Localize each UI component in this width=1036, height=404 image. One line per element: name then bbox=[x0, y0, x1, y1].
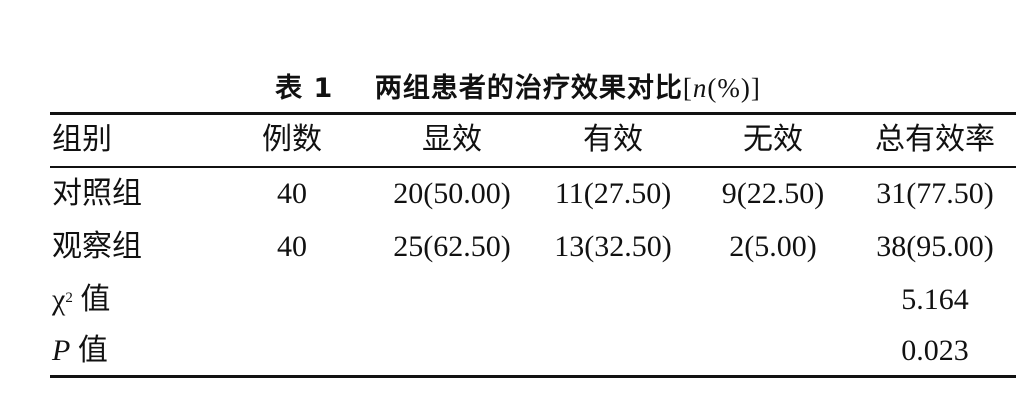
row-control-ineffective: 9(22.50) bbox=[721, 177, 825, 210]
row-control-effective: 11(27.50) bbox=[554, 177, 672, 210]
header-ineffective: 无效 bbox=[743, 123, 803, 156]
chi-text: 值 bbox=[80, 283, 111, 316]
row-control-group: 对照组 bbox=[52, 177, 142, 210]
row-observe-group: 观察组 bbox=[52, 230, 142, 263]
chi-symbol: χ bbox=[52, 283, 66, 316]
p-symbol: P bbox=[52, 334, 71, 367]
row-observe-ineffective: 2(5.00) bbox=[729, 230, 817, 263]
bottom-rule bbox=[50, 375, 1016, 378]
header-count: 例数 bbox=[262, 123, 322, 156]
chi-sup: 2 bbox=[65, 290, 73, 306]
header-effective: 有效 bbox=[583, 123, 643, 156]
p-value: 0.023 bbox=[901, 334, 969, 367]
header-group: 组别 bbox=[52, 123, 112, 156]
unit-rest: (%)] bbox=[707, 73, 761, 103]
row-observe-marked: 25(62.50) bbox=[393, 230, 511, 263]
chi-square-value: 5.164 bbox=[901, 283, 969, 316]
row-control-marked: 20(50.00) bbox=[393, 177, 511, 210]
unit-var: n bbox=[692, 73, 708, 103]
row-control-count: 40 bbox=[277, 177, 307, 210]
table-number: 表 1 bbox=[275, 73, 334, 104]
header-marked: 显效 bbox=[422, 123, 482, 156]
header-rule bbox=[50, 166, 1016, 168]
p-label: P 值 bbox=[52, 333, 108, 369]
header-total-rate: 总有效率 bbox=[875, 123, 995, 156]
top-rule bbox=[50, 112, 1016, 115]
table-caption: 两组患者的治疗效果对比 bbox=[374, 73, 683, 104]
row-observe-effective: 13(32.50) bbox=[554, 230, 672, 263]
unit-open: [ bbox=[682, 73, 693, 103]
chi-square-label: χ2 值 bbox=[52, 282, 110, 318]
p-text: 值 bbox=[77, 334, 108, 367]
row-observe-count: 40 bbox=[277, 230, 307, 263]
table-title: 表 1 两组患者的治疗效果对比[n(%)] bbox=[0, 66, 1036, 105]
row-control-total: 31(77.50) bbox=[876, 177, 994, 210]
row-observe-total: 38(95.00) bbox=[876, 230, 994, 263]
